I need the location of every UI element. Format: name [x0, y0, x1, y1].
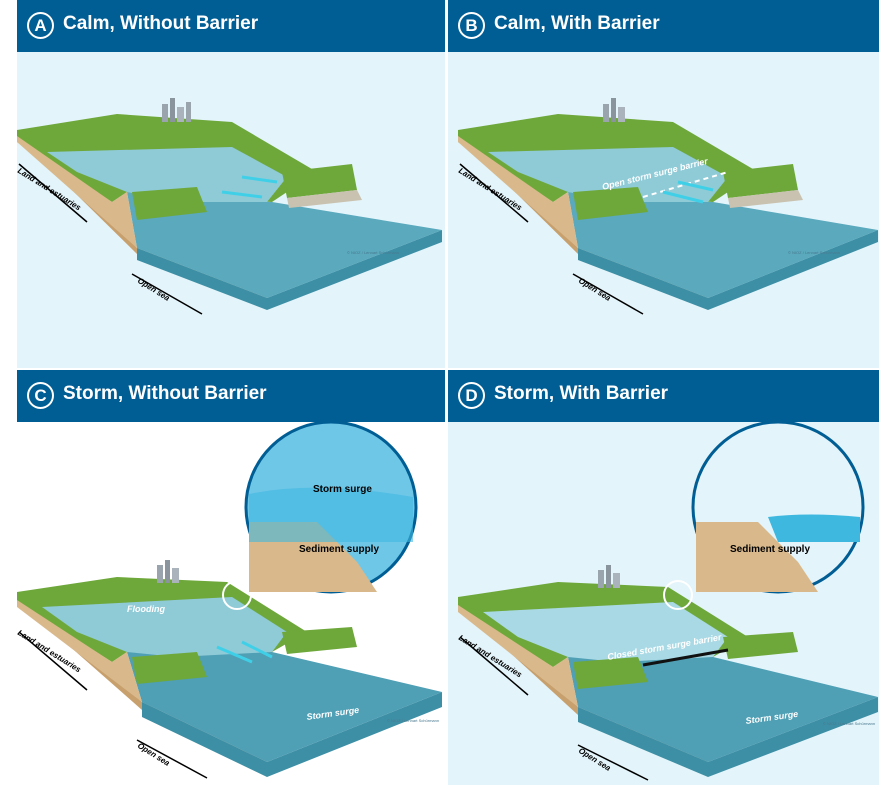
- city-building: [611, 98, 616, 122]
- panel-title: Calm, With Barrier: [494, 13, 660, 34]
- estuary-water: [47, 147, 287, 202]
- panel-storm-with-barrier: D Storm, With Barrier Sediment supp: [448, 370, 879, 785]
- panel-calm-without-barrier: A Calm, Without Barrier: [17, 0, 445, 368]
- estuary-diagram: Open storm surge barrier Land and estuar…: [457, 98, 878, 315]
- coast-sand: [17, 600, 142, 702]
- sea-front: [142, 692, 442, 777]
- island-left: [573, 187, 648, 220]
- island-right: [282, 627, 357, 654]
- island-right: [282, 164, 357, 198]
- direction-arrows: [18, 163, 203, 315]
- credit: © NIOZ / Lennart Schürmann: [788, 250, 840, 255]
- city-building: [598, 570, 604, 588]
- inset-sediment-label: Sediment supply: [730, 544, 810, 555]
- zoom-marker: [222, 580, 252, 610]
- inset-sand: [696, 522, 818, 592]
- credit: © NIOZ / Lennart Schürmann: [347, 250, 399, 255]
- island-left: [132, 652, 207, 684]
- direction-arrows: [459, 636, 649, 781]
- estuary-water: [483, 602, 728, 662]
- open-sea: [127, 652, 442, 762]
- island-cliff: [728, 190, 803, 208]
- coast-sand: [458, 136, 578, 248]
- sea-front: [578, 697, 878, 777]
- sea-label: Open sea: [136, 741, 172, 768]
- sea-front: [578, 230, 878, 310]
- panel-header: B Calm, With Barrier: [448, 0, 879, 52]
- panel-letter: A: [27, 12, 54, 39]
- open-sea: [568, 657, 878, 762]
- panel-title: Storm, Without Barrier: [63, 383, 267, 404]
- closed-barrier: [642, 648, 729, 667]
- panel-header: D Storm, With Barrier: [448, 370, 879, 422]
- estuary-diagram: Land and estuaries Open sea © NIOZ / Len…: [17, 98, 442, 315]
- panel-illustration: Storm surge Sediment supply Flooding Sto…: [17, 422, 445, 785]
- city-building: [157, 565, 163, 583]
- island-left: [573, 657, 648, 689]
- coast-sand: [458, 605, 578, 707]
- city-building: [186, 102, 191, 122]
- panel-illustration: Land and estuaries Open sea © NIOZ / Len…: [17, 52, 445, 368]
- tide-arrows: [662, 180, 714, 204]
- panel-title: Storm, With Barrier: [494, 383, 669, 404]
- inset-water: [768, 514, 860, 542]
- panel-letter: D: [458, 382, 485, 409]
- open-barrier-line: [642, 171, 729, 198]
- tide-arrows: [221, 175, 278, 199]
- island-cliff: [287, 190, 362, 208]
- direction-arrows: [459, 163, 644, 315]
- credit: © NIOZ / Lennart Schürmann: [823, 721, 875, 726]
- inset-sediment-label: Sediment supply: [299, 544, 379, 555]
- flooding-label: Flooding: [127, 604, 165, 614]
- island-right: [723, 164, 798, 198]
- city-building: [172, 568, 179, 583]
- estuary-water: [488, 147, 728, 202]
- city-building: [613, 573, 620, 588]
- open-sea: [568, 192, 878, 298]
- city-building: [165, 560, 170, 583]
- city-building: [606, 565, 611, 588]
- city-building: [162, 104, 168, 122]
- open-sea: [127, 192, 442, 298]
- panel-illustration: Open storm surge barrier Land and estuar…: [448, 52, 879, 368]
- panel-header: A Calm, Without Barrier: [17, 0, 445, 52]
- city-building: [603, 104, 609, 122]
- sea-front: [137, 230, 442, 310]
- estuary-water: [42, 597, 287, 657]
- panel-illustration: Sediment supply Closed storm surge barri…: [448, 422, 879, 785]
- estuary-diagram: Sediment supply Closed storm surge barri…: [457, 422, 878, 781]
- panel-calm-with-barrier: B Calm, With Barrier Ope: [448, 0, 879, 368]
- island-left: [132, 187, 207, 220]
- sea-label: Open sea: [136, 276, 172, 303]
- panel-letter: C: [27, 382, 54, 409]
- inset-surge: [249, 487, 413, 542]
- coast-sand: [17, 136, 137, 248]
- direction-arrows: [18, 631, 208, 779]
- panel-title: Calm, Without Barrier: [63, 13, 259, 34]
- city-building: [177, 107, 184, 122]
- island-right: [723, 632, 798, 659]
- zoom-marker: [663, 580, 693, 610]
- estuary-diagram: Storm surge Sediment supply Flooding Sto…: [17, 422, 442, 779]
- panel-header: C Storm, Without Barrier: [17, 370, 445, 422]
- inset-surge-label: Storm surge: [313, 484, 372, 495]
- city-building: [618, 107, 625, 122]
- sea-label: Open sea: [577, 276, 613, 303]
- city-building: [170, 98, 175, 122]
- tide-arrows: [216, 640, 273, 664]
- credit: © NIOZ / Lennart Schürmann: [387, 718, 439, 723]
- panel-letter: B: [458, 12, 485, 39]
- panel-storm-without-barrier: C Storm, Without Barrier: [17, 370, 445, 785]
